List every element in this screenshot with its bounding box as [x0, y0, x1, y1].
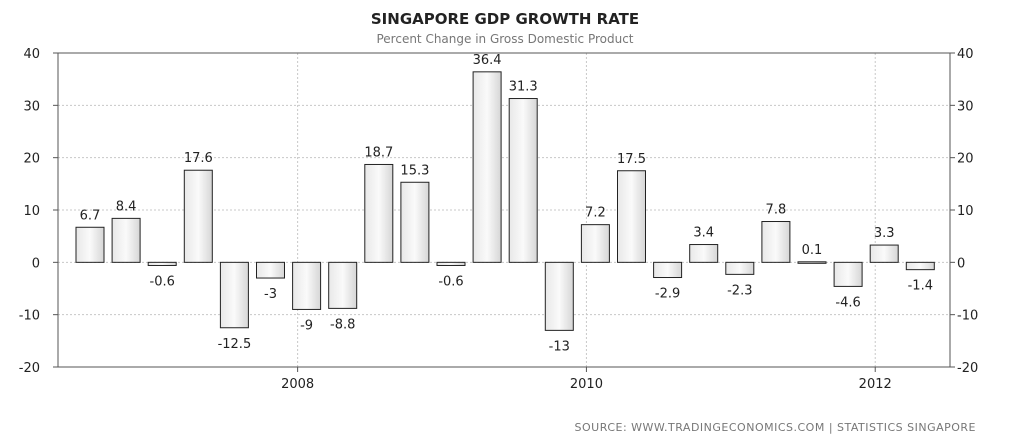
- data-label: 3.4: [693, 226, 714, 241]
- data-labels: 6.7 8.4 -0.6 17.6 -12.5 -3 -9 -8.8 18.7 15.3 -0.6 3…: [80, 53, 933, 355]
- y-tick-label-left: 20: [23, 152, 40, 167]
- x-tick-label: 2010: [570, 377, 603, 392]
- data-label: -13: [549, 339, 570, 354]
- y-tick-label-left: -10: [19, 309, 40, 324]
- x-axis: 2008 2010 2012: [281, 367, 892, 392]
- y-axis-left: -20 -10 0 10 20 30 40: [19, 47, 58, 376]
- bar: [436, 261, 466, 266]
- data-label: 8.4: [116, 199, 137, 214]
- data-label: -1.4: [908, 279, 933, 294]
- source-note: SOURCE: WWW.TRADINGECONOMICS.COM | STATI…: [575, 421, 976, 434]
- y-tick-label-left: 10: [23, 204, 40, 219]
- data-label: -3: [264, 287, 277, 302]
- data-label: 7.2: [585, 206, 606, 221]
- data-label: -2.9: [655, 287, 680, 302]
- data-label: 15.3: [400, 163, 429, 178]
- y-tick-label-right: -10: [957, 309, 978, 324]
- data-label: -2.3: [727, 283, 752, 298]
- y-tick-label-right: 40: [957, 47, 974, 62]
- data-label: -0.6: [150, 274, 175, 289]
- bar: [292, 261, 322, 310]
- bar: [111, 217, 141, 263]
- data-label: 17.6: [184, 151, 213, 166]
- data-label: 17.5: [617, 152, 646, 167]
- data-label: -8.8: [330, 317, 355, 332]
- y-tick-label-left: 40: [23, 47, 40, 62]
- data-label: 36.4: [473, 53, 502, 68]
- bar: [364, 163, 394, 263]
- bar: [328, 261, 358, 309]
- data-label: -12.5: [218, 337, 252, 352]
- data-label: 31.3: [509, 80, 538, 95]
- bar: [761, 221, 791, 263]
- bar: [400, 181, 430, 263]
- bar: [183, 169, 213, 263]
- x-tick-label: 2012: [859, 377, 892, 392]
- y-tick-label-right: 0: [957, 256, 965, 271]
- chart-subtitle: Percent Change in Gross Domestic Product: [376, 32, 633, 46]
- bar: [472, 71, 502, 263]
- data-label: 6.7: [80, 208, 101, 223]
- y-tick-label-right: 30: [957, 99, 974, 114]
- bar: [256, 261, 285, 279]
- y-tick-label-right: 10: [957, 204, 974, 219]
- x-tick-label: 2008: [281, 377, 314, 392]
- bar: [833, 261, 863, 287]
- bar: [508, 98, 538, 263]
- data-label: -9: [300, 318, 313, 333]
- bar: [219, 261, 249, 329]
- chart-title: SINGAPORE GDP GROWTH RATE: [371, 10, 639, 28]
- data-label: 18.7: [364, 145, 393, 160]
- bar: [725, 261, 755, 275]
- bar: [580, 224, 610, 263]
- data-label: 3.3: [874, 226, 895, 241]
- bar: [147, 261, 177, 266]
- bar: [544, 261, 574, 331]
- data-label: 0.1: [802, 243, 823, 258]
- bar: [689, 244, 719, 263]
- data-label: 7.8: [766, 203, 787, 218]
- y-tick-label-left: 30: [23, 99, 40, 114]
- y-tick-label-left: 0: [32, 256, 40, 271]
- y-tick-label-right: 20: [957, 152, 974, 167]
- y-tick-label-right: -20: [957, 361, 978, 376]
- data-label: -0.6: [438, 274, 463, 289]
- bar: [617, 170, 646, 263]
- y-axis-right: -20 -10 0 10 20 30 40: [950, 47, 978, 376]
- bar: [905, 261, 935, 271]
- plot-frame: [57, 52, 951, 368]
- bar: [869, 244, 899, 263]
- bar: [75, 226, 105, 263]
- bar: [797, 261, 827, 264]
- data-label: -4.6: [835, 295, 860, 310]
- bars: [75, 71, 935, 331]
- y-tick-label-left: -20: [19, 361, 40, 376]
- bar: [653, 261, 683, 279]
